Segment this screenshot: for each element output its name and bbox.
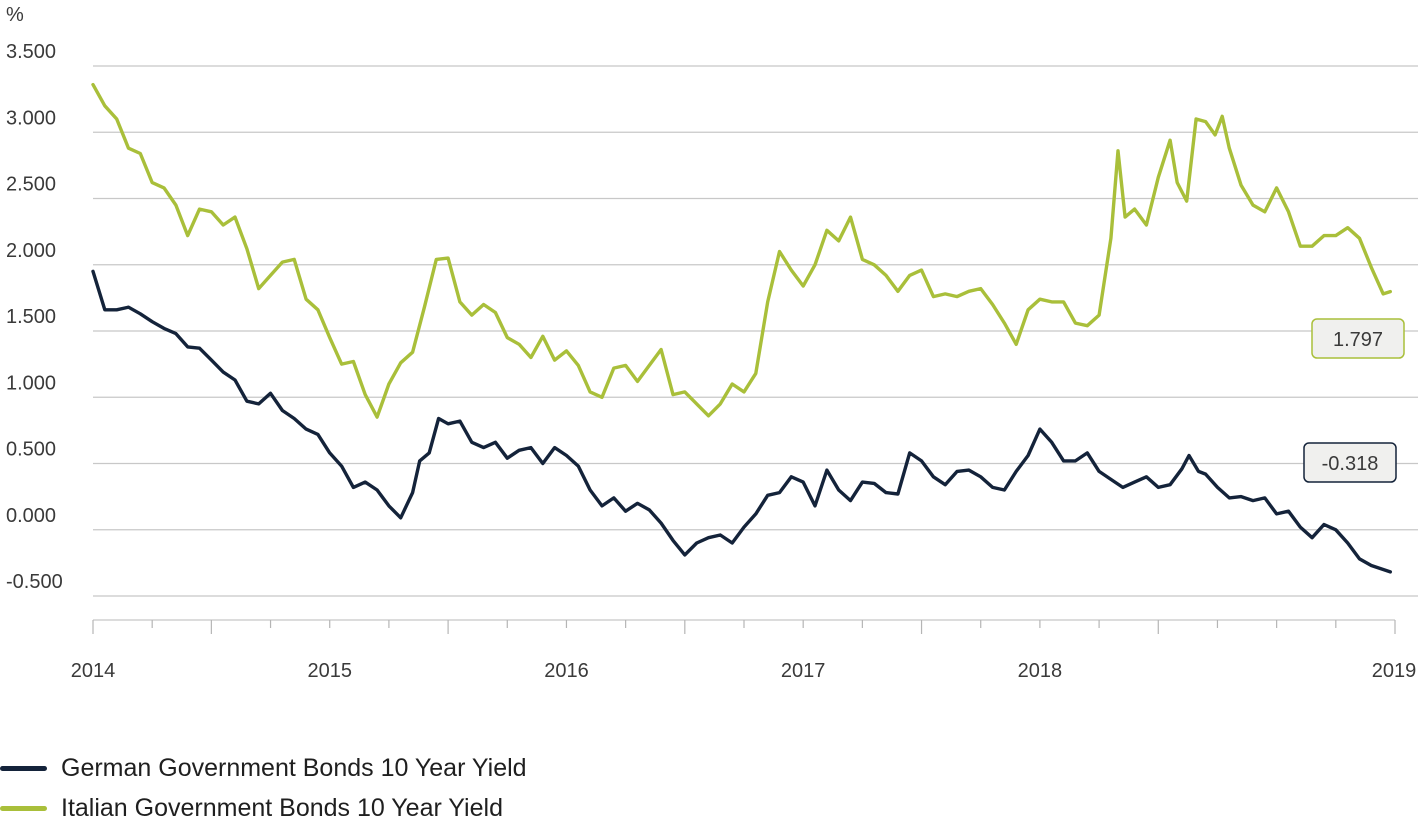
y-tick-label: 0.500 [6, 439, 56, 461]
y-tick-label: 0.000 [6, 505, 56, 527]
x-tick-label: 2018 [1018, 660, 1063, 682]
x-axis [92, 619, 1396, 634]
end-label-text: 1.797 [1333, 329, 1383, 351]
x-axis-tick-labels: 2014 2015 2016 2017 2018 2019 [71, 660, 1417, 682]
legend-item-german: German Government Bonds 10 Year Yield [0, 748, 527, 788]
legend-label-italian: Italian Government Bonds 10 Year Yield [61, 793, 503, 822]
y-tick-label: 1.000 [6, 372, 56, 394]
gridlines [93, 65, 1418, 597]
y-axis-unit-label: % [6, 4, 24, 26]
end-label-german: -0.318 [1303, 442, 1397, 483]
end-label-italian: 1.797 [1311, 318, 1405, 359]
x-tick-label: 2017 [781, 660, 826, 682]
legend-label-german: German Government Bonds 10 Year Yield [61, 753, 527, 782]
x-tick-label: 2019 [1372, 660, 1417, 682]
legend: German Government Bonds 10 Year Yield It… [0, 748, 527, 828]
x-tick-label: 2014 [71, 660, 116, 682]
series-lines [91, 82, 1392, 574]
x-tick-label: 2015 [307, 660, 352, 682]
y-tick-label: -0.500 [6, 571, 63, 593]
y-axis-tick-labels: -0.500 0.000 0.500 1.000 1.500 2.000 2.500 3.00… [6, 41, 63, 593]
legend-swatch-italian [0, 805, 47, 811]
yield-chart: % -0.500 0.000 0.500 1.000 1.500 2.000 2.500 3.… [6, 4, 1418, 682]
end-label-text: -0.318 [1322, 453, 1379, 475]
end-label-box [1311, 318, 1405, 359]
y-tick-label: 3.500 [6, 41, 56, 63]
end-value-labels: 1.797 -0.318 [1303, 318, 1405, 483]
x-tick-label: 2016 [544, 660, 589, 682]
series-line [91, 82, 1392, 419]
end-label-box [1303, 442, 1397, 483]
y-tick-label: 3.000 [6, 107, 56, 129]
series-line [91, 269, 1392, 574]
legend-item-italian: Italian Government Bonds 10 Year Yield [0, 788, 527, 828]
legend-swatch-german [0, 765, 47, 771]
y-tick-label: 2.500 [6, 174, 56, 196]
y-tick-label: 2.000 [6, 240, 56, 262]
y-tick-label: 1.500 [6, 306, 56, 328]
